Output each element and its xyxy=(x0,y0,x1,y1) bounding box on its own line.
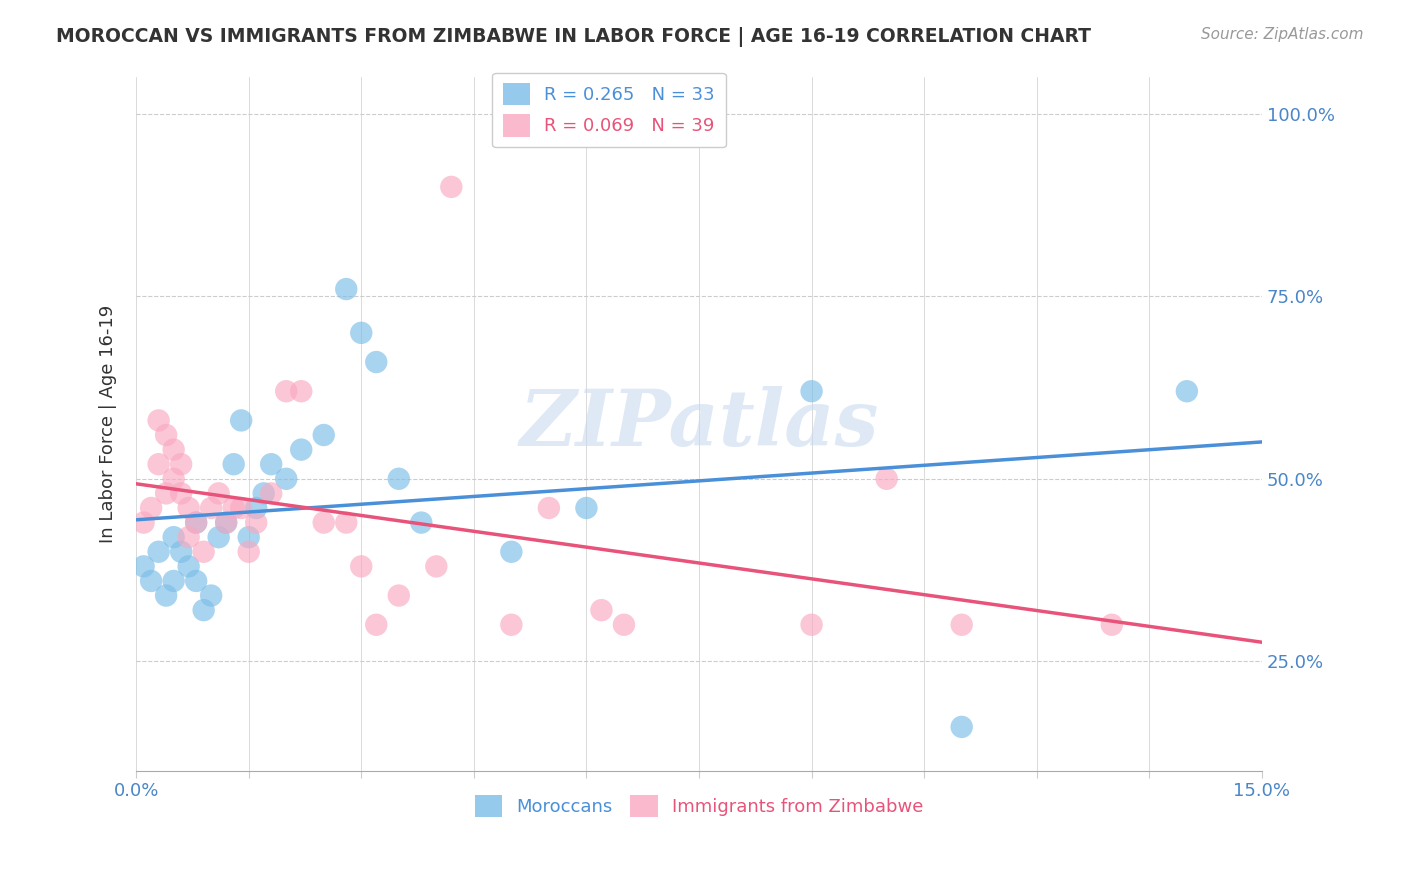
Point xyxy=(215,516,238,530)
Point xyxy=(177,530,200,544)
Point xyxy=(1175,384,1198,399)
Point xyxy=(440,180,463,194)
Point xyxy=(350,326,373,340)
Point xyxy=(312,516,335,530)
Point xyxy=(950,617,973,632)
Point xyxy=(800,384,823,399)
Point xyxy=(350,559,373,574)
Point xyxy=(1101,617,1123,632)
Point xyxy=(290,384,312,399)
Point xyxy=(876,472,898,486)
Point xyxy=(335,516,357,530)
Point xyxy=(290,442,312,457)
Point xyxy=(186,516,208,530)
Point xyxy=(411,516,433,530)
Point xyxy=(366,355,388,369)
Point xyxy=(170,545,193,559)
Point xyxy=(276,472,298,486)
Point xyxy=(200,589,222,603)
Point xyxy=(231,500,253,515)
Text: ZIPatlas: ZIPatlas xyxy=(519,386,879,462)
Y-axis label: In Labor Force | Age 16-19: In Labor Force | Age 16-19 xyxy=(100,305,117,543)
Point xyxy=(222,500,245,515)
Point xyxy=(208,530,231,544)
Point xyxy=(193,545,215,559)
Point xyxy=(155,589,177,603)
Point xyxy=(148,413,170,427)
Point xyxy=(276,384,298,399)
Point xyxy=(155,486,177,500)
Point xyxy=(215,516,238,530)
Point xyxy=(238,545,260,559)
Legend: Moroccans, Immigrants from Zimbabwe: Moroccans, Immigrants from Zimbabwe xyxy=(467,788,931,824)
Point xyxy=(260,486,283,500)
Point xyxy=(186,574,208,588)
Point xyxy=(139,574,162,588)
Point xyxy=(537,500,560,515)
Point xyxy=(425,559,447,574)
Point xyxy=(245,516,267,530)
Point xyxy=(148,457,170,471)
Point xyxy=(335,282,357,296)
Point xyxy=(800,617,823,632)
Point xyxy=(177,500,200,515)
Point xyxy=(170,457,193,471)
Point xyxy=(132,516,155,530)
Point xyxy=(575,500,598,515)
Point xyxy=(613,617,636,632)
Point xyxy=(148,545,170,559)
Point xyxy=(388,589,411,603)
Point xyxy=(312,428,335,442)
Point xyxy=(260,457,283,471)
Point xyxy=(591,603,613,617)
Point xyxy=(238,530,260,544)
Point xyxy=(162,530,184,544)
Point xyxy=(177,559,200,574)
Point xyxy=(186,516,208,530)
Point xyxy=(222,457,245,471)
Point xyxy=(366,617,388,632)
Point xyxy=(253,486,276,500)
Point xyxy=(162,574,184,588)
Point xyxy=(245,500,267,515)
Point xyxy=(193,603,215,617)
Text: Source: ZipAtlas.com: Source: ZipAtlas.com xyxy=(1201,27,1364,42)
Point xyxy=(132,559,155,574)
Point xyxy=(155,428,177,442)
Point xyxy=(231,413,253,427)
Point xyxy=(501,617,523,632)
Text: MOROCCAN VS IMMIGRANTS FROM ZIMBABWE IN LABOR FORCE | AGE 16-19 CORRELATION CHAR: MOROCCAN VS IMMIGRANTS FROM ZIMBABWE IN … xyxy=(56,27,1091,46)
Point xyxy=(950,720,973,734)
Point xyxy=(162,442,184,457)
Point xyxy=(208,486,231,500)
Point xyxy=(162,472,184,486)
Point xyxy=(170,486,193,500)
Point xyxy=(139,500,162,515)
Point xyxy=(388,472,411,486)
Point xyxy=(200,500,222,515)
Point xyxy=(501,545,523,559)
